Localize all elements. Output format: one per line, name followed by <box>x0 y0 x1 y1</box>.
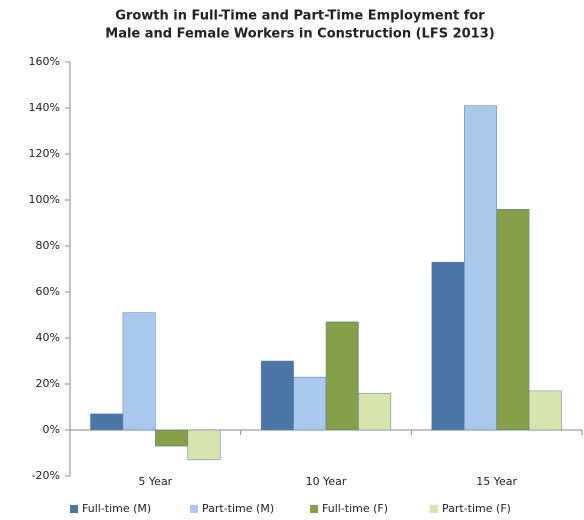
bar <box>122 312 156 431</box>
y-tick-label: 160% <box>29 55 60 68</box>
bar <box>496 208 530 431</box>
legend-label: Full-time (M) <box>82 502 151 515</box>
legend-swatch <box>70 505 78 513</box>
y-tick-label: -20% <box>32 469 60 482</box>
y-tick-label: 120% <box>29 147 60 160</box>
legend-label: Part-time (F) <box>442 502 511 515</box>
bar <box>325 321 359 431</box>
bar <box>187 429 221 461</box>
bar <box>155 429 189 447</box>
y-tick-label: 80% <box>36 239 60 252</box>
y-tick-label: 40% <box>36 331 60 344</box>
bar <box>358 392 392 431</box>
bar <box>431 261 465 431</box>
bar <box>90 413 124 431</box>
legend-swatch <box>430 505 438 513</box>
chart-title: Male and Female Workers in Construction … <box>105 27 494 42</box>
x-tick-label: 10 Year <box>306 475 347 488</box>
legend-label: Part-time (M) <box>202 502 274 515</box>
y-tick-label: 0% <box>43 423 60 436</box>
y-tick-label: 60% <box>36 285 60 298</box>
x-tick-label: 5 Year <box>138 475 172 488</box>
x-tick-label: 15 Year <box>476 475 517 488</box>
bar <box>463 105 497 431</box>
y-tick-label: 140% <box>29 101 60 114</box>
y-tick-label: 100% <box>29 193 60 206</box>
bar <box>528 390 562 431</box>
legend-swatch <box>190 505 198 513</box>
y-tick-label: 20% <box>36 377 60 390</box>
bar <box>260 360 294 431</box>
legend-label: Full-time (F) <box>322 502 388 515</box>
bar <box>293 376 327 431</box>
chart-title: Growth in Full-Time and Part-Time Employ… <box>115 9 485 24</box>
legend-swatch <box>310 505 318 513</box>
